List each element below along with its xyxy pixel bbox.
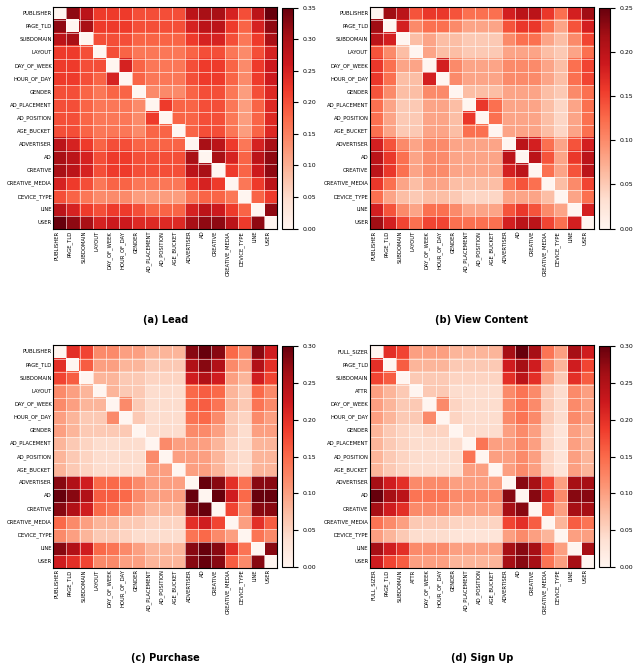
- X-axis label: (d) Sign Up: (d) Sign Up: [451, 653, 513, 663]
- X-axis label: (b) View Content: (b) View Content: [435, 315, 528, 324]
- X-axis label: (a) Lead: (a) Lead: [143, 315, 188, 324]
- X-axis label: (c) Purchase: (c) Purchase: [131, 653, 200, 663]
